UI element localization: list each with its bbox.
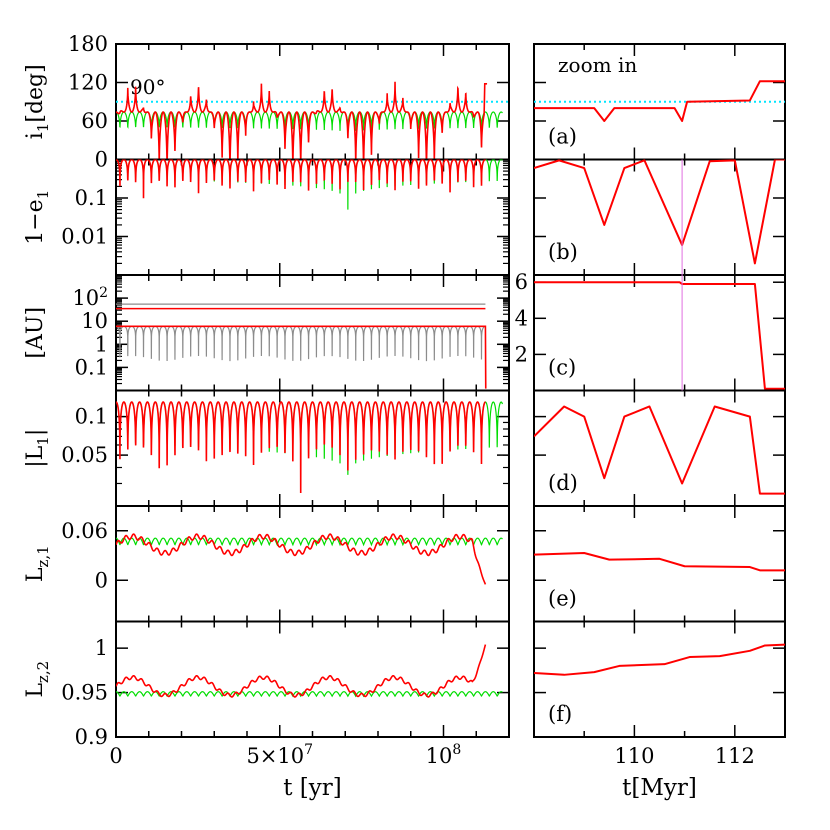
zoom-x-axis-label: t[Myr] [622,775,697,801]
y-axis-label-sub: 1 [34,123,52,133]
y-axis-label: i1[deg] [23,64,52,139]
y-axis-label-sub: 1 [34,190,52,200]
y-tick-label: 0 [95,148,108,172]
series-line-primary [116,644,487,698]
y-axis-label-main: 1−e [23,199,48,244]
y-tick-label: 0.05 [61,443,108,467]
series-line-secondary [116,537,503,547]
y-tick-label: 1 [95,636,108,660]
zoom-y-tick-label: 6 [515,270,528,294]
x-axis-label: t [yr] [283,775,342,801]
y-tick-label: 0.01 [61,225,108,249]
y-tick-label: 0 [95,568,108,592]
panel-e: 0 0.06 Lz,1 [23,505,510,623]
zoom-x-tick-label: 110 [614,744,654,768]
zoom-panel-c: 2 4 6 (c) [515,270,786,392]
panel-f: 0.9 0.95 1 Lz,2 [23,620,510,749]
y-tick-label: 0.1 [75,186,108,210]
y-axis-label: Lz,2 [23,661,52,698]
panel-tag-c: (c) [548,356,576,380]
zoom-panel-d: (d) [533,389,786,507]
panel-d: 0.05 0.1 |L1| [23,389,510,507]
series-line-separation [116,325,485,362]
series-line-primary [116,533,487,585]
y-tick-label: 180 [68,32,108,56]
zoom-series-line [534,159,785,265]
y-axis-label: 1−e1 [23,190,52,245]
y-tick-label: 0.9 [75,725,108,749]
y-axis-label-main: |L [23,445,48,467]
y-axis-label-suffix: [deg] [23,64,48,122]
zoom-series-line [534,405,785,495]
panel-tag-f: (f) [548,702,572,726]
y-axis-label-main: L [23,567,48,582]
zoom-column: (a) (b) 2 4 6 (c) (d) (e) (f) zoom in [515,43,786,738]
zoom-y-tick-label: 4 [515,306,528,330]
zoom-panel-b: (b) [533,158,786,276]
x-tick-label: 5×107 [246,742,313,768]
zoom-series-line [534,281,785,390]
y-axis-label: |L1| [23,429,52,468]
y-axis-label: Lz,1 [23,545,52,582]
y-tick-label: 102 [72,285,108,310]
series-line-primary [116,81,488,160]
y-tick-label: 10 [81,309,108,333]
panel-tag-a: (a) [548,125,577,149]
panel-tag-d: (d) [548,471,578,495]
y-tick-label: 0.06 [61,519,108,543]
panel-b: 0.01 0.1 0 1−e1 [23,148,510,276]
panel-tag-e: (e) [548,587,577,611]
y-axis-label-sub: z,1 [34,545,52,567]
series-line-secondary [116,691,503,698]
zoom-series-line [534,80,785,122]
x-tick-exponent: 8 [452,742,461,758]
x-tick-exponent: 7 [304,742,313,758]
y-axis-label-main: L [23,683,48,698]
x-tick-label: 0 [109,744,122,768]
panel-frame [115,505,510,623]
zoom-panel-frame [533,620,786,738]
y-tick-label: 0.1 [75,405,108,429]
zoom-note: zoom in [558,53,637,77]
zoom-panel-f: (f) [533,620,786,738]
y-tick-exponent: 2 [99,285,108,301]
zoom-series-line [534,643,785,676]
y-axis-label-main: [AU] [23,307,48,359]
series-line-primary [116,159,487,199]
series-line-primary [116,325,487,389]
x-tick-label: 108 [426,742,462,768]
y-axis-label-sub: 1 [34,436,52,446]
panel-tag-b: (b) [548,240,578,264]
y-axis-label: [AU] [23,307,48,359]
panel-frame [115,620,510,738]
y-axis-label-suffix: | [23,429,48,436]
y-tick-label: 60 [81,109,108,133]
x-axis-labels: 0 5×107 108 110 112 t [yr] t[Myr] [109,742,755,801]
series-line-primary [116,401,486,494]
zoom-panel-e: (e) [533,505,786,623]
y-tick-label: 1 [95,332,108,356]
y-axis-label-main: i [23,132,48,139]
y-tick-label: 0.1 [75,355,108,379]
zoom-x-tick-label: 112 [715,744,755,768]
zoom-y-tick-label: 2 [515,342,528,366]
y-tick-label: 120 [68,71,108,95]
y-tick-label: 0.95 [61,681,108,705]
zoom-series-line [534,552,785,572]
y-axis-label-sub: z,2 [34,661,52,683]
